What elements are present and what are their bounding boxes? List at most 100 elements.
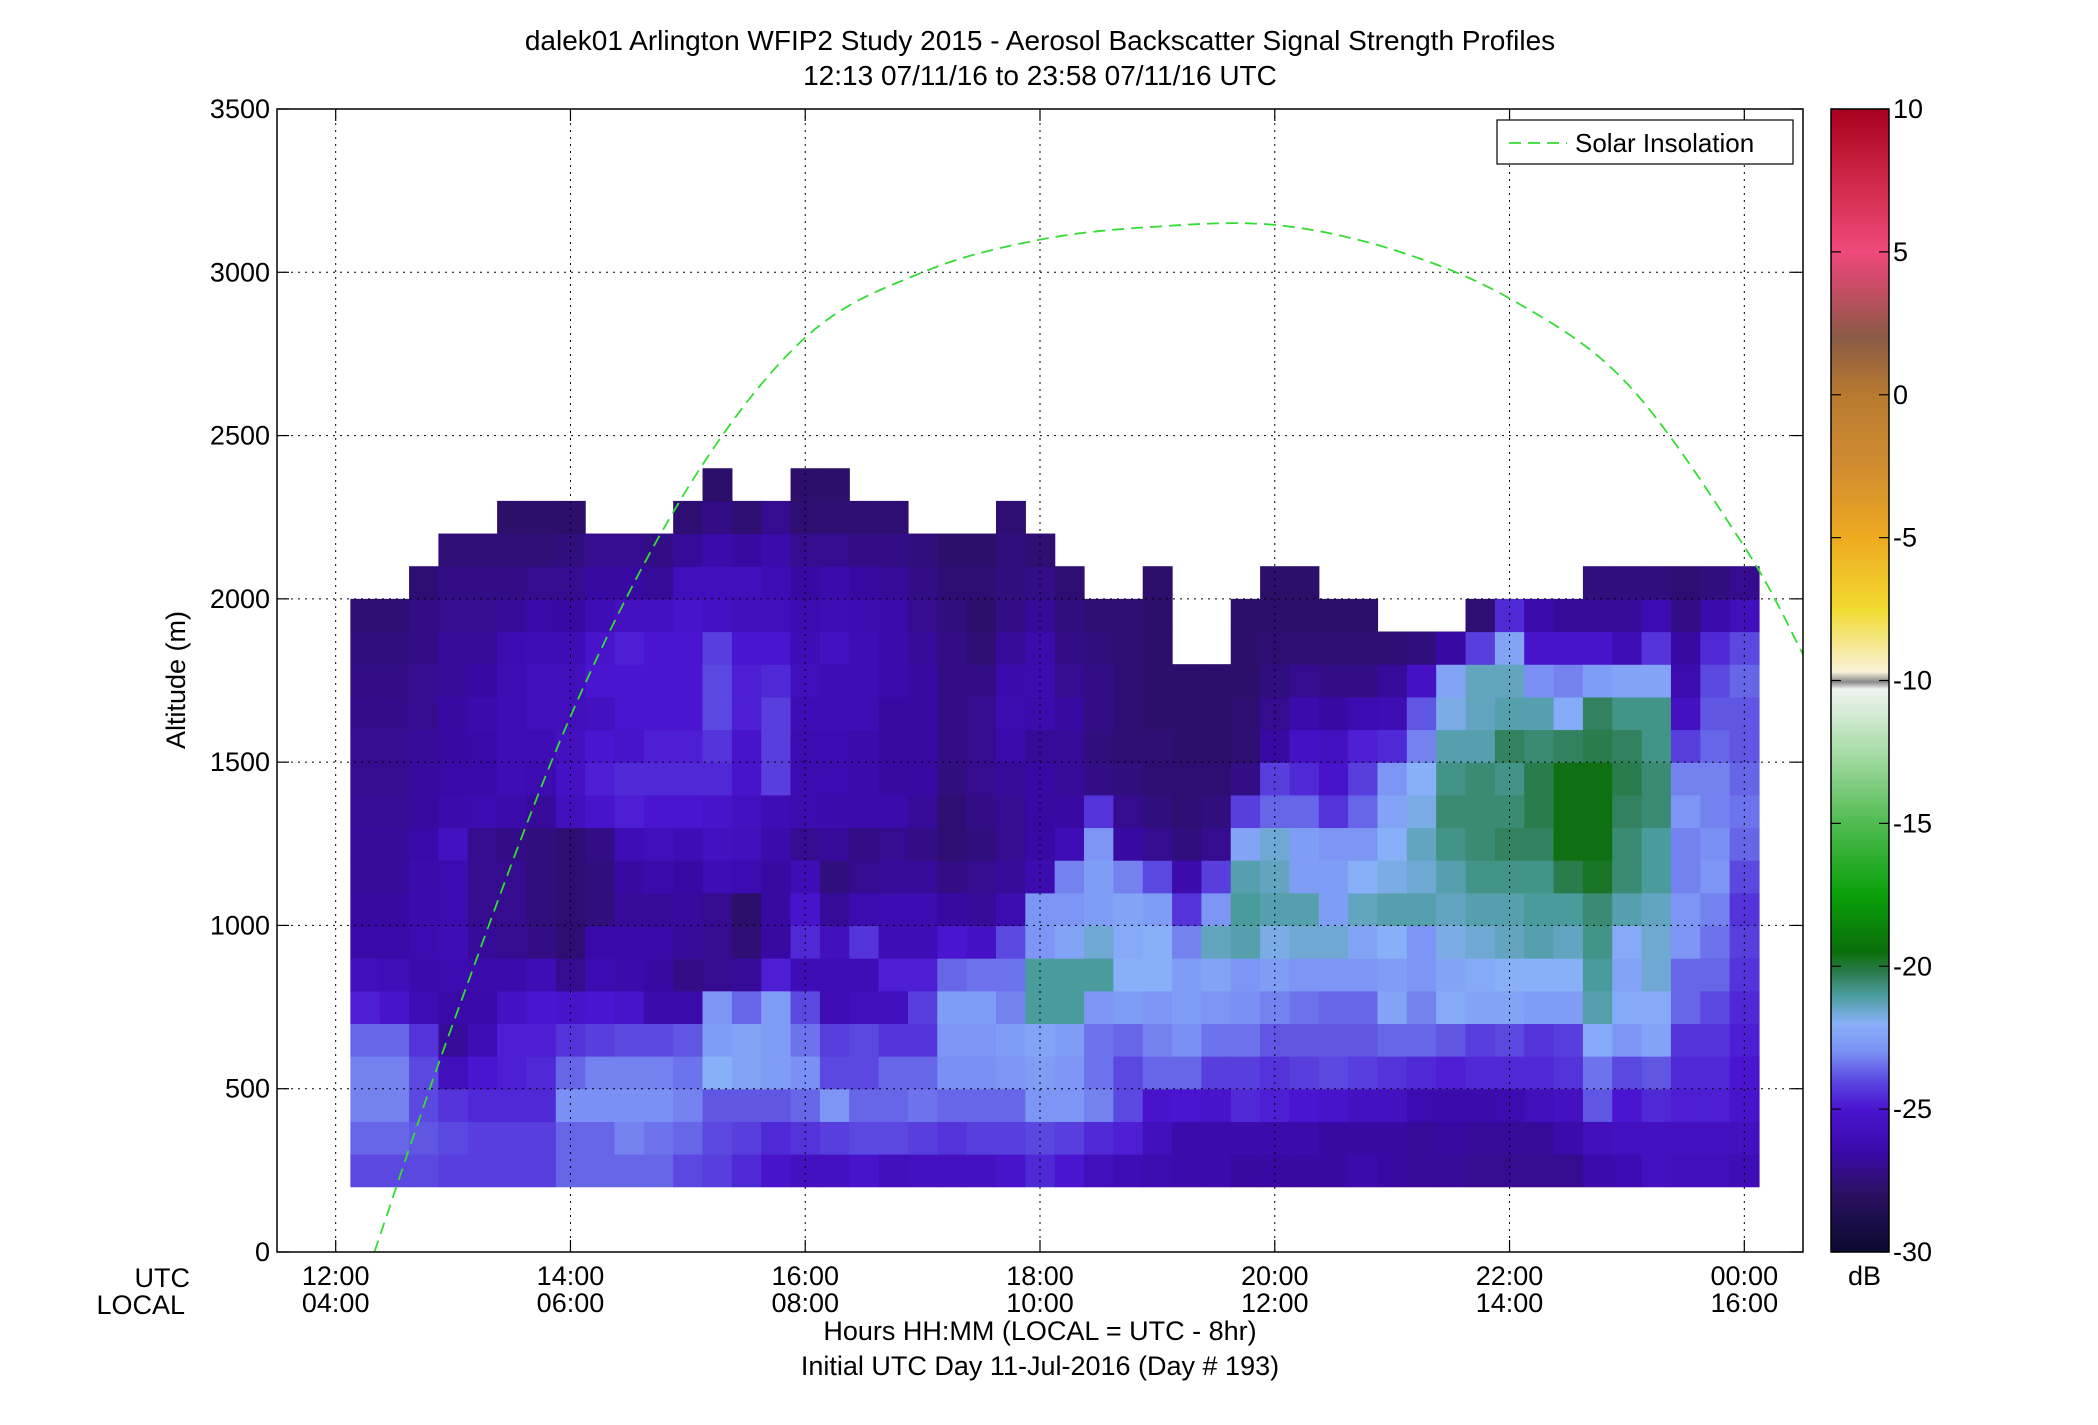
- colorbar-ticks: 10 5 0 -5 -10 -15 -20 -25 -30: [1831, 94, 1932, 1267]
- heatmap-cell: [585, 664, 616, 698]
- heatmap-cell: [1084, 664, 1114, 698]
- heatmap-cell: [1641, 827, 1672, 861]
- heatmap-cell: [702, 1023, 733, 1057]
- heatmap-cell: [1142, 729, 1173, 763]
- heatmap-cell: [878, 1023, 909, 1057]
- x-row-label-utc: UTC: [135, 1263, 191, 1293]
- heatmap-cell: [350, 958, 381, 992]
- heatmap-cell: [1084, 1088, 1114, 1122]
- heatmap-cell: [761, 631, 792, 665]
- heatmap-cell: [1524, 990, 1555, 1024]
- heatmap-cell: [1406, 1121, 1437, 1155]
- heatmap-cell: [350, 925, 381, 959]
- heatmap-cell: [1084, 631, 1114, 665]
- heatmap-cell: [467, 1088, 498, 1122]
- heatmap-cell: [1524, 762, 1555, 796]
- heatmap-cell: [1172, 1056, 1203, 1090]
- heatmap-cell: [790, 892, 821, 927]
- heatmap-cell: [1612, 1088, 1643, 1122]
- heatmap-cell: [467, 533, 498, 567]
- heatmap-cell: [761, 827, 792, 861]
- heatmap-cell: [1172, 1088, 1203, 1122]
- heatmap-cell: [1377, 729, 1408, 763]
- heatmap-cell: [907, 892, 938, 927]
- heatmap-cell: [1494, 1088, 1525, 1122]
- heatmap-cell: [995, 1121, 1026, 1155]
- heatmap-cell: [1377, 1154, 1408, 1188]
- heatmap-cell: [1142, 631, 1173, 665]
- heatmap-cell: [1641, 925, 1672, 959]
- heatmap-cell: [1289, 729, 1320, 763]
- heatmap-cell: [907, 1088, 938, 1122]
- heatmap-cell: [878, 762, 909, 796]
- heatmap-cell: [409, 566, 440, 600]
- heatmap-cell: [1260, 990, 1291, 1024]
- heatmap-cell: [849, 794, 880, 829]
- heatmap-cell: [438, 631, 469, 665]
- heatmap-cell: [350, 631, 381, 665]
- heatmap-cell: [379, 696, 410, 731]
- heatmap-cell: [819, 598, 850, 633]
- heatmap-cell: [438, 729, 469, 763]
- x-axis-label: Hours HH:MM (LOCAL = UTC - 8hr): [823, 1316, 1256, 1346]
- heatmap-cell: [643, 892, 674, 927]
- heatmap-cell: [937, 664, 968, 698]
- heatmap-cell: [585, 925, 616, 959]
- heatmap-cell: [995, 794, 1026, 829]
- heatmap-cell: [1524, 598, 1555, 633]
- heatmap-cell: [467, 1154, 498, 1188]
- heatmap-cell: [731, 990, 762, 1024]
- heatmap-cell: [1201, 827, 1232, 861]
- heatmap-cell: [1524, 1088, 1555, 1122]
- heatmap-cell: [1113, 696, 1144, 731]
- heatmap-cell: [1172, 794, 1203, 829]
- heatmap-cell: [1729, 990, 1760, 1024]
- heatmap-cell: [1582, 958, 1613, 992]
- heatmap-cell: [379, 892, 410, 927]
- heatmap-cell: [1641, 860, 1672, 894]
- heatmap-cell: [849, 827, 880, 861]
- heatmap-cell: [643, 860, 674, 894]
- heatmap-cell: [1436, 664, 1467, 698]
- heatmap-cell: [1348, 958, 1379, 992]
- heatmap-cell: [1641, 696, 1672, 731]
- heatmap-cell: [731, 1023, 762, 1057]
- heatmap-cell: [1582, 925, 1613, 959]
- heatmap-cell: [526, 958, 557, 992]
- heatmap-cell: [555, 598, 586, 633]
- heatmap-cell: [1641, 762, 1672, 796]
- heatmap-cell: [1582, 990, 1613, 1024]
- heatmap-cell: [1142, 925, 1173, 959]
- heatmap-cell: [731, 1056, 762, 1090]
- y-tick-label: 3000: [210, 257, 270, 287]
- heatmap-cell: [643, 1023, 674, 1057]
- heatmap-cell: [438, 1056, 469, 1090]
- heatmap-cell: [1289, 860, 1320, 894]
- heatmap-cell: [1465, 925, 1496, 959]
- heatmap-cell: [1289, 566, 1320, 600]
- heatmap-cell: [585, 631, 616, 665]
- heatmap-cell: [731, 958, 762, 992]
- heatmap-cell: [1641, 990, 1672, 1024]
- heatmap-cell: [643, 631, 674, 665]
- heatmap-cell: [1172, 1121, 1203, 1155]
- heatmap-cell: [1025, 892, 1056, 927]
- heatmap-cell: [1670, 762, 1701, 796]
- heatmap-cell: [409, 892, 440, 927]
- heatmap-cell: [849, 631, 880, 665]
- heatmap-cell: [614, 1056, 645, 1090]
- heatmap-cell: [1700, 1023, 1731, 1057]
- heatmap-cell: [1494, 598, 1525, 633]
- heatmap-cell: [1524, 794, 1555, 829]
- heatmap-cell: [585, 566, 616, 600]
- heatmap-cell: [585, 696, 616, 731]
- heatmap-cell: [614, 664, 645, 698]
- heatmap-cell: [878, 958, 909, 992]
- heatmap-cell: [1054, 664, 1085, 698]
- heatmap-cell: [702, 827, 733, 861]
- heatmap-cell: [526, 1121, 557, 1155]
- heatmap-cell: [937, 1088, 968, 1122]
- heatmap-cell: [937, 990, 968, 1024]
- heatmap-cell: [878, 827, 909, 861]
- heatmap-cell: [907, 925, 938, 959]
